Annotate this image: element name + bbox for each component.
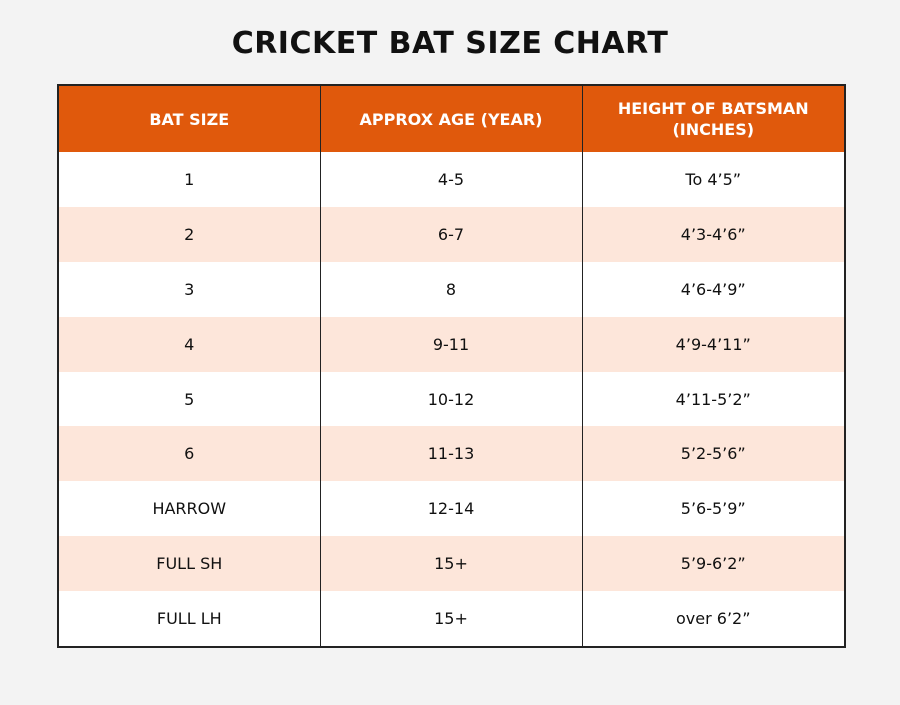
bat-size-cell: FULL LH — [57, 591, 321, 648]
table-row: HARROW 12-14 5’6-5’9” — [57, 481, 846, 537]
bat-size-cell: 1 — [57, 152, 321, 207]
height-cell: 4’11-5’2” — [581, 371, 846, 427]
bat-size-cell: FULL SH — [57, 536, 321, 592]
height-cell: 4’9-4’11” — [581, 316, 846, 372]
height-cell: To 4’5” — [581, 152, 846, 207]
table-row: 3 8 4’6-4’9” — [57, 261, 846, 317]
header-bat-size: BAT SIZE — [57, 85, 321, 152]
bat-size-cell: 3 — [57, 261, 321, 317]
age-cell: 9-11 — [319, 316, 583, 372]
table-row: 2 6-7 4’3-4’6” — [57, 206, 846, 262]
age-cell: 12-14 — [319, 481, 583, 537]
height-cell: 5’2-5’6” — [581, 426, 846, 482]
height-cell: over 6’2” — [581, 591, 846, 648]
header-height: HEIGHT OF BATSMAN (INCHES) — [581, 85, 846, 152]
bat-size-cell: 2 — [57, 206, 321, 262]
height-cell: 4’3-4’6” — [581, 206, 846, 262]
table-row: 4 9-11 4’9-4’11” — [57, 316, 846, 372]
bat-size-cell: 6 — [57, 426, 321, 482]
table-row: FULL LH 15+ over 6’2” — [57, 591, 846, 648]
age-cell: 15+ — [319, 591, 583, 648]
age-cell: 4-5 — [319, 152, 583, 207]
age-cell: 15+ — [319, 536, 583, 592]
age-cell: 11-13 — [319, 426, 583, 482]
table-row: 1 4-5 To 4’5” — [57, 152, 846, 207]
height-cell: 4’6-4’9” — [581, 261, 846, 317]
bat-size-table: BAT SIZE APPROX AGE (YEAR) HEIGHT OF BAT… — [57, 84, 846, 649]
age-cell: 6-7 — [319, 206, 583, 262]
bat-size-cell: 5 — [57, 371, 321, 427]
table-row: 6 11-13 5’2-5’6” — [57, 426, 846, 482]
table-row: 5 10-12 4’11-5’2” — [57, 371, 846, 427]
header-approx-age: APPROX AGE (YEAR) — [319, 85, 583, 152]
bat-size-cell: 4 — [57, 316, 321, 372]
age-cell: 10-12 — [319, 371, 583, 427]
age-cell: 8 — [319, 261, 583, 317]
height-cell: 5’6-5’9” — [581, 481, 846, 537]
page-title: CRICKET BAT SIZE CHART — [231, 26, 669, 61]
height-cell: 5’9-6’2” — [581, 536, 846, 592]
table-row: FULL SH 15+ 5’9-6’2” — [57, 536, 846, 592]
header-row: BAT SIZE APPROX AGE (YEAR) HEIGHT OF BAT… — [57, 85, 846, 152]
bat-size-cell: HARROW — [57, 481, 321, 537]
